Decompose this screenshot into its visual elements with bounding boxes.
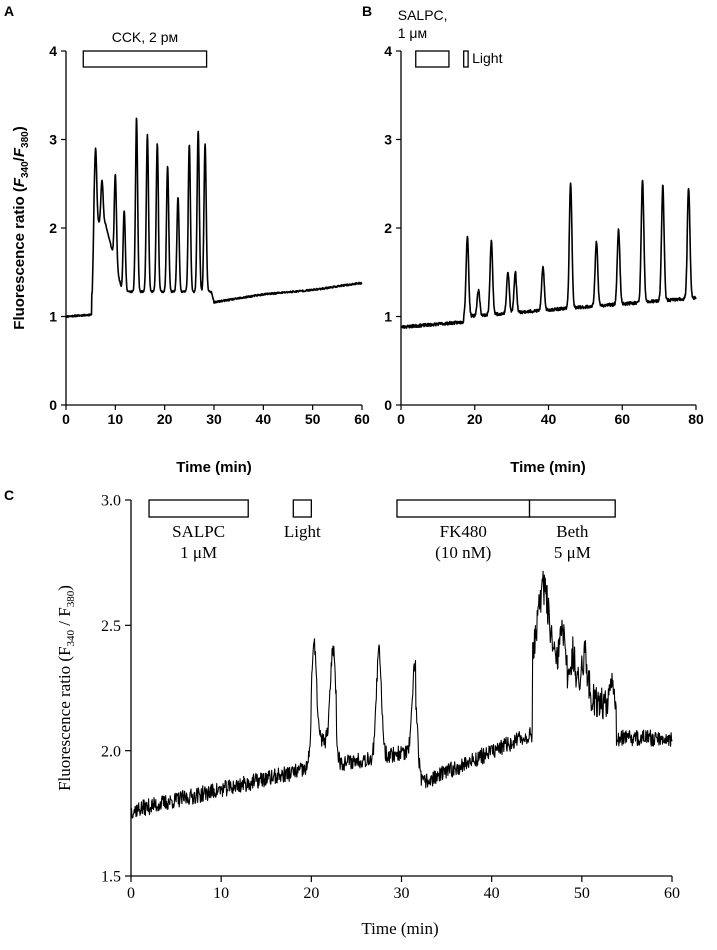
panel-b-y-tick-label: 0 — [384, 397, 392, 413]
panel-a-y-tick-label: 1 — [49, 308, 57, 324]
panel-b-x-axis-label: Time (min) — [510, 459, 586, 476]
panel-a-x-tick-label: 30 — [206, 411, 222, 427]
panel-b-stimulus-label: 1 μм — [398, 25, 427, 41]
panel-c-x-tick-label: 20 — [303, 885, 319, 902]
panel-a-x-tick-label: 60 — [354, 411, 370, 427]
panel-c-x-tick-label: 30 — [394, 885, 410, 902]
panel-c-stimulus-bar-beth-5-m — [528, 499, 616, 518]
panel-c-stimulus-bar-fk480-10-nm — [396, 499, 531, 518]
panel-c-label: C — [4, 487, 14, 503]
panel-a-y-tick-label: 0 — [49, 397, 57, 413]
panel-b-stimulus-bar-light — [463, 50, 469, 68]
panel-c-y-tick-label: 2.5 — [101, 618, 121, 635]
panel-c-stimulus-bars: SALPC 1 μM Light FK480 (10 nM) Beth 5 μM — [148, 499, 616, 562]
panel-a-stimulus-label: CCK, 2 pм — [112, 29, 178, 45]
panel-c-x-tick-label: 10 — [213, 885, 229, 902]
panel-b-y-tick-label: 4 — [384, 43, 392, 59]
panel-c-x-axis-label: Time (min) — [361, 919, 438, 938]
panel-b-x-tick-label: 60 — [614, 411, 630, 427]
panel-c-stimulus-label: FK480 — [440, 522, 487, 541]
panel-b-x-tick-label: 20 — [467, 411, 483, 427]
panel-c-stimulus-label: SALPC — [172, 522, 225, 541]
panel-a-x-axis-label: Time (min) — [176, 459, 252, 476]
panel-b-y-tick-label: 1 — [384, 308, 392, 324]
panel-c-x-tick-label: 40 — [484, 885, 500, 902]
panel-a-y-tick-label: 2 — [49, 220, 57, 236]
panel-a-stimulus-bar-cck-2-pm — [82, 50, 208, 68]
panel-b-axes: 0 20 40 60 80 0 1 2 3 4 — [384, 43, 704, 427]
panel-a-trace — [65, 117, 363, 318]
panel-b-y-tick-label: 2 — [384, 220, 392, 236]
panel-c-stimulus-label: Beth — [556, 522, 589, 541]
panel-a-y-tick-label: 4 — [49, 43, 57, 59]
panel-b-x-tick-label: 0 — [397, 411, 405, 427]
panel-c-stimulus-label: 1 μM — [180, 543, 217, 562]
panel-b: B SALPC, 1 μм Light 0 20 40 60 80 0 1 2 3 4 Time (m… — [362, 3, 704, 476]
panel-c-stimulus-bar-salpc-1-m — [148, 499, 249, 518]
panel-b-stimulus-label: SALPC, — [398, 7, 448, 23]
panel-b-stimulus-bar-salpc-1-m — [415, 50, 450, 68]
panel-b-stimulus-bars: SALPC, 1 μм Light — [398, 7, 503, 68]
panel-a-y-axis-label: Fluorescence ratio (F340/F380) — [11, 126, 31, 329]
panel-c-stimulus-label: (10 nM) — [435, 543, 491, 562]
panel-c-stimulus-label: Light — [284, 522, 321, 541]
panel-b-x-tick-label: 80 — [688, 411, 704, 427]
panel-c-axes: 0 10 20 30 40 50 60 1.5 2.0 2.5 3.0 — [101, 493, 680, 902]
panel-c-x-tick-label: 0 — [127, 885, 135, 902]
panel-c-y-tick-label: 3.0 — [101, 493, 121, 510]
panel-a-x-tick-label: 40 — [256, 411, 272, 427]
panel-a: A CCK, 2 pм 0 10 20 30 40 50 60 0 1 2 3 4 Time (min… — [4, 3, 370, 476]
panel-a-x-tick-label: 10 — [108, 411, 124, 427]
panel-c-y-tick-label: 2.0 — [101, 743, 121, 760]
panel-b-trace — [400, 179, 697, 329]
panel-a-x-tick-label: 0 — [62, 411, 70, 427]
panel-a-x-tick-label: 50 — [305, 411, 321, 427]
panel-a-stimulus-bars: CCK, 2 pм — [82, 29, 208, 68]
panel-b-label: B — [362, 3, 372, 19]
panel-c-x-tick-label: 50 — [574, 885, 590, 902]
panel-c-trace — [130, 570, 673, 819]
panel-b-y-tick-label: 3 — [384, 131, 392, 147]
panel-a-axes: 0 10 20 30 40 50 60 0 1 2 3 4 — [49, 43, 370, 427]
panel-a-y-tick-label: 3 — [49, 131, 57, 147]
panel-c-x-tick-label: 60 — [664, 885, 680, 902]
panel-c-stimulus-bar-light — [292, 499, 312, 518]
panel-c-y-axis-label: Fluorescence ratio (F340 / F380) — [55, 585, 77, 791]
panel-a-label: A — [4, 3, 14, 19]
panel-c: C SALPC 1 μM Light FK480 (10 nM) Beth 5 μM 0 10… — [4, 487, 680, 938]
panel-b-stimulus-label: Light — [472, 50, 502, 66]
panel-b-x-tick-label: 40 — [541, 411, 557, 427]
panel-c-y-tick-label: 1.5 — [101, 869, 121, 886]
panel-a-x-tick-label: 20 — [157, 411, 173, 427]
panel-c-stimulus-label: 5 μM — [554, 543, 591, 562]
